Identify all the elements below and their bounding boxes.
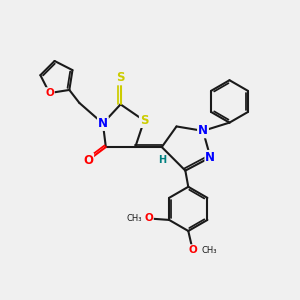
Text: CH₃: CH₃ — [126, 214, 142, 223]
Text: H: H — [158, 155, 166, 165]
Text: S: S — [140, 114, 148, 127]
Text: S: S — [116, 71, 125, 84]
Text: N: N — [98, 117, 108, 130]
Text: O: O — [144, 214, 153, 224]
Text: N: N — [206, 151, 215, 164]
Text: O: O — [188, 245, 197, 255]
Text: N: N — [198, 124, 208, 137]
Text: CH₃: CH₃ — [201, 246, 217, 255]
Text: O: O — [83, 154, 93, 167]
Text: O: O — [45, 88, 54, 98]
